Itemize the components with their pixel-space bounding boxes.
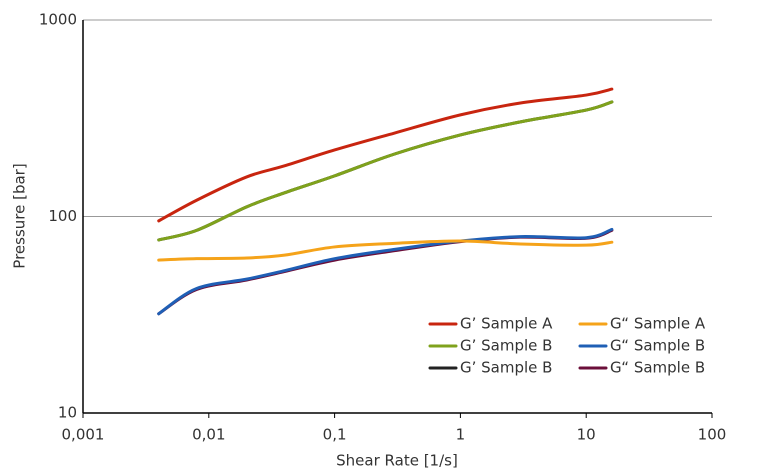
series-line xyxy=(157,87,614,223)
x-tick-label: 100 xyxy=(698,426,727,444)
x-tick-label: 10 xyxy=(577,426,596,444)
y-axis-label: Pressure [bar] xyxy=(11,163,29,268)
series-line xyxy=(157,100,614,242)
legend-label: G“ Sample B xyxy=(610,359,705,377)
x-tick-label: 0,001 xyxy=(62,426,105,444)
legend-label: G’ Sample B xyxy=(460,337,552,355)
legend-label: G“ Sample A xyxy=(610,315,706,333)
x-tick-label: 0,1 xyxy=(323,426,347,444)
legend-label: G’ Sample A xyxy=(460,315,553,333)
x-tick-label: 0,01 xyxy=(192,426,225,444)
x-tick-label: 1 xyxy=(456,426,466,444)
x-axis-label: Shear Rate [1/s] xyxy=(336,452,458,470)
series-line xyxy=(157,100,614,242)
series-line xyxy=(157,239,614,262)
y-tick-label: 100 xyxy=(48,207,77,225)
y-tick-label: 1000 xyxy=(39,11,77,29)
legend-label: G’ Sample B xyxy=(460,359,552,377)
y-tick-label: 10 xyxy=(58,404,77,422)
series-line xyxy=(157,227,614,316)
legend-label: G“ Sample B xyxy=(610,337,705,355)
